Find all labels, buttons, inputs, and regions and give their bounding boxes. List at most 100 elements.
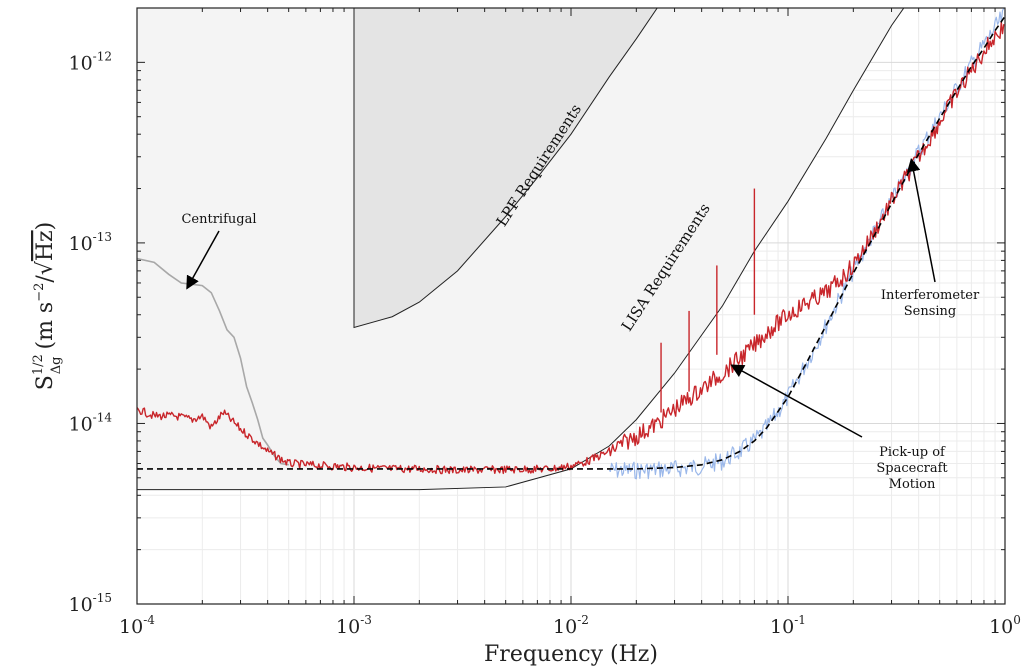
measured-series [137, 21, 1005, 475]
y-axis-title: S1/2 Δg (m s−2/√Hz) [31, 222, 64, 390]
y-tick-label-base: 10 [68, 52, 92, 74]
centrifugal-point [246, 386, 247, 387]
y-tick-label-base: 10 [68, 413, 92, 435]
model-point [754, 440, 755, 441]
annotation-line: Spacecraft [876, 461, 948, 476]
model-point [994, 30, 995, 31]
measured-point [701, 388, 702, 389]
x-tick-label-exp: -4 [143, 613, 155, 627]
model-point [891, 203, 892, 204]
y-tick-label: 10-15 [68, 591, 112, 616]
model-point [983, 47, 984, 48]
model-point [766, 427, 767, 428]
measured-point [874, 231, 875, 232]
y-axis-title-text: S1/2 Δg (m s−2/√Hz) [31, 222, 64, 390]
x-tick-label-base: 10 [770, 616, 794, 638]
lpf-region [354, 8, 658, 328]
measured-point [956, 92, 957, 93]
model-point [956, 90, 957, 91]
lisa-boundary [137, 8, 905, 491]
ylabel-root-sign: /√ [33, 260, 58, 282]
annotation-line: Sensing [904, 304, 957, 319]
interferometer-sensing-point [609, 470, 610, 471]
annotation-line: Interferometer [881, 288, 980, 303]
interferometer-sensing-point [983, 44, 984, 45]
annotation-line: Motion [889, 477, 936, 492]
model-point [874, 235, 875, 236]
x-tick-label-base: 10 [989, 616, 1013, 638]
measured-point [722, 373, 723, 374]
lisa-region [137, 8, 904, 490]
measured-point [505, 469, 506, 470]
centrifugal-point [252, 402, 253, 403]
model-point [853, 273, 854, 274]
model-point [805, 365, 806, 366]
x-tick-label-exp: -2 [577, 613, 589, 627]
measured-point [192, 419, 193, 420]
measured-point [994, 35, 995, 36]
measured-point [223, 412, 224, 413]
annotation-line: Centrifugal [181, 212, 256, 227]
model-point [701, 464, 702, 465]
interferometer-sensing-point [701, 466, 702, 467]
x-axis-title: Frequency (Hz) [484, 642, 658, 667]
ylabel-root: Hz [33, 230, 58, 261]
centrifugal-point [192, 284, 193, 285]
model-point [918, 154, 919, 155]
x-tick-label-base: 10 [336, 616, 360, 638]
measured-point [636, 436, 637, 437]
model-point [674, 467, 675, 468]
measured-point [254, 440, 255, 441]
measured-point [843, 276, 844, 277]
centrifugal-point [168, 274, 169, 275]
measured-point [154, 415, 155, 416]
measured-point [570, 466, 571, 467]
annotation-arrow [906, 157, 936, 283]
ylabel-units-exp: −2 [32, 283, 47, 302]
measured-point [754, 345, 755, 346]
centrifugal-point [181, 282, 182, 283]
annotation-arrow [186, 230, 220, 290]
centrifugal-point [219, 310, 220, 311]
annotation-label: Pick-up of Spacecraft Motion [876, 445, 948, 492]
annotation-line: Pick-up of [879, 445, 946, 460]
interferometer-sensing-point [994, 27, 995, 28]
model-series [137, 15, 1005, 470]
measured-point [353, 467, 354, 468]
x-tick-label: 10-2 [553, 613, 589, 638]
annotation-arrow [730, 364, 863, 438]
measured-point [983, 51, 984, 52]
model-point [570, 468, 571, 469]
model-point [971, 66, 972, 67]
model-point [939, 118, 940, 119]
measured-point [853, 265, 854, 266]
measured-point [971, 70, 972, 71]
x-tick-label: 10-1 [770, 613, 806, 638]
ylabel-superscript: 1/2 [31, 354, 46, 375]
y-tick-label-base: 10 [68, 233, 92, 255]
y-tick-label-exp: -14 [93, 410, 113, 424]
centrifugal-point [262, 437, 263, 438]
y-tick-label-exp: -13 [93, 230, 112, 244]
centrifugal-point [257, 419, 258, 420]
annotation-label: Interferometer Sensing [881, 288, 980, 319]
series-layer [137, 8, 1005, 480]
interferometer-sensing-point [636, 470, 637, 471]
y-tick-label-exp: -12 [93, 49, 112, 63]
y-tick-label-base: 10 [68, 594, 92, 616]
y-tick-label-exp: -15 [93, 591, 112, 605]
centrifugal-point [211, 292, 212, 293]
centrifugal-point [233, 337, 234, 338]
measured-point [175, 415, 176, 416]
requirement-regions [137, 8, 905, 491]
x-tick-label-exp: -1 [794, 613, 806, 627]
centrifugal-point [154, 262, 155, 263]
measured-point [609, 451, 610, 452]
measured-point [202, 415, 203, 416]
centrifugal-point [288, 464, 289, 465]
model-point [722, 459, 723, 460]
interferometer-sensing-point [674, 468, 675, 469]
measured-point [805, 303, 806, 304]
